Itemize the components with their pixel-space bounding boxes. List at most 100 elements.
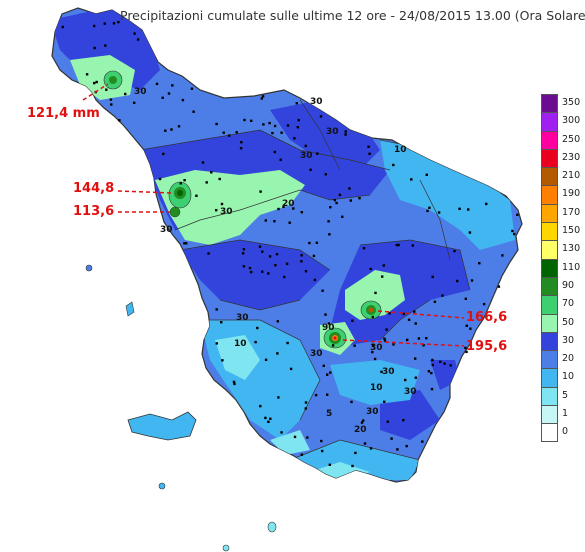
station-dot — [388, 312, 391, 315]
contour-label: 30 — [404, 387, 417, 397]
station-dot — [161, 96, 164, 99]
callout-leader — [117, 190, 173, 194]
station-dot — [306, 436, 309, 439]
station-dot — [279, 158, 282, 161]
station-dot — [328, 233, 331, 236]
station-dot — [373, 357, 377, 361]
legend-swatch — [541, 167, 558, 186]
station-dot — [248, 266, 252, 270]
station-dot — [215, 209, 218, 212]
legend-label: 10 — [562, 371, 575, 383]
station-dot — [362, 247, 366, 250]
station-dot — [430, 387, 434, 391]
station-dot — [467, 208, 470, 211]
station-dot — [329, 206, 332, 209]
station-dot — [190, 87, 194, 90]
station-dot — [453, 249, 456, 253]
station-dot — [431, 363, 434, 367]
legend-swatch — [541, 313, 558, 332]
station-dot — [316, 152, 319, 155]
station-dot — [478, 262, 481, 265]
station-dot — [242, 265, 246, 268]
station-dot — [171, 84, 174, 87]
station-dot — [267, 272, 270, 275]
station-dot — [222, 131, 225, 134]
station-dot — [313, 278, 317, 282]
station-dot — [335, 201, 338, 205]
station-dot — [268, 121, 271, 125]
station-dot — [241, 252, 245, 255]
station-dot — [322, 364, 325, 367]
station-dot — [93, 24, 96, 28]
station-dot — [118, 119, 121, 122]
station-dot — [433, 300, 437, 303]
station-dot — [437, 211, 441, 214]
station-dot — [264, 219, 267, 222]
legend-label: 50 — [562, 316, 575, 328]
island-elba — [127, 411, 197, 441]
station-dot — [136, 38, 140, 41]
station-dot — [254, 340, 257, 344]
station-dot — [383, 337, 386, 340]
station-dot — [304, 407, 307, 410]
station-dot — [367, 145, 370, 148]
station-dot — [103, 22, 106, 25]
station-dot — [321, 289, 324, 292]
station-dot — [324, 313, 327, 316]
station-dot — [95, 80, 98, 84]
station-dot — [327, 220, 330, 223]
station-dot — [228, 134, 231, 137]
station-dot — [425, 173, 428, 176]
station-dot — [371, 350, 374, 354]
station-dot — [304, 270, 308, 273]
station-dot — [300, 453, 303, 456]
station-dot — [414, 357, 417, 360]
station-dot — [456, 279, 459, 283]
station-dot — [468, 231, 472, 234]
station-dot — [348, 187, 351, 190]
station-dot — [328, 463, 331, 466]
callout-value: 166,6 — [466, 310, 508, 325]
station-dot — [421, 440, 424, 443]
station-dot — [390, 437, 393, 440]
station-dot — [109, 98, 113, 101]
station-dot — [220, 321, 223, 324]
station-dot — [344, 130, 347, 133]
station-dot — [385, 328, 388, 331]
station-dot — [280, 431, 283, 434]
callout-value: 195,6 — [466, 339, 508, 354]
station-dot — [351, 319, 354, 322]
contour-label: 20 — [354, 425, 367, 435]
station-dot — [183, 179, 186, 182]
callout-leader — [377, 310, 465, 319]
station-dot — [276, 352, 279, 355]
contour-label: 30 — [382, 367, 395, 377]
station-dot — [242, 248, 246, 251]
station-dot — [282, 205, 285, 208]
station-dot — [449, 364, 452, 367]
station-dot — [326, 373, 329, 376]
station-dot — [395, 243, 398, 247]
legend-swatch — [541, 423, 558, 442]
station-dot — [516, 213, 519, 216]
station-dot — [215, 308, 218, 311]
station-dot — [426, 209, 429, 213]
station-dot — [133, 101, 136, 104]
station-dots — [61, 20, 519, 468]
station-dot — [155, 82, 159, 86]
legend-swatch — [541, 130, 558, 149]
station-dot — [295, 102, 298, 105]
station-dot — [192, 110, 195, 113]
station-dot — [344, 133, 347, 136]
station-dot — [259, 404, 262, 408]
legend-label: 30 — [562, 334, 575, 346]
station-dot — [410, 178, 413, 181]
station-dot — [354, 451, 357, 455]
station-dot — [85, 73, 89, 76]
legend-swatch — [541, 295, 558, 314]
station-dot — [296, 126, 299, 129]
legend-swatch — [541, 112, 558, 131]
station-dot — [392, 163, 395, 167]
station-dot — [260, 97, 263, 100]
station-dot — [353, 344, 356, 347]
